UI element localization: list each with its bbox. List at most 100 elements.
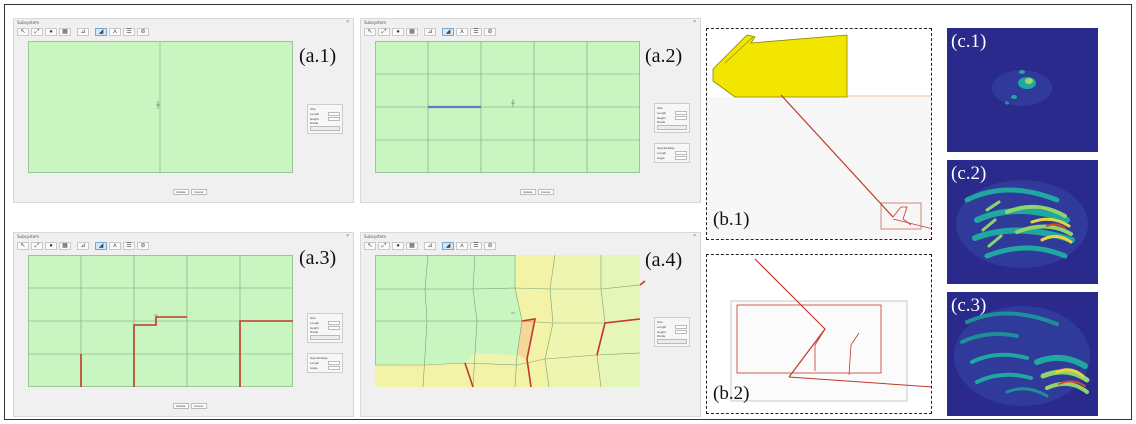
zoom-fit-icon[interactable]: ⤢ <box>31 28 43 36</box>
layers-icon[interactable]: ☰ <box>470 28 482 36</box>
close-icon[interactable]: × <box>693 233 696 239</box>
close-icon[interactable]: × <box>693 19 696 25</box>
edge-angle-label: Angle <box>657 155 665 160</box>
pointer-icon[interactable]: ↖ <box>17 28 29 36</box>
divide-button[interactable] <box>310 126 340 131</box>
field-heatmap <box>947 292 1098 416</box>
update-button[interactable]: Update <box>172 189 189 195</box>
zoom-fit-icon[interactable]: ⤢ <box>378 242 390 250</box>
pointer-icon[interactable]: ↖ <box>364 28 376 36</box>
cancel-button[interactable]: Cancel <box>190 403 207 409</box>
length-input[interactable] <box>675 110 687 115</box>
material-icon[interactable]: ● <box>392 242 404 250</box>
edge-angle-input[interactable] <box>675 155 687 160</box>
material-icon[interactable]: ● <box>45 28 57 36</box>
window-title: Subsystem <box>17 234 40 239</box>
divide-button[interactable] <box>310 335 340 340</box>
panel-label: (a.4) <box>645 249 683 271</box>
link-icon[interactable]: ⊘ <box>484 242 496 250</box>
special-edge-panel: Special Edge Length Angle <box>654 143 690 163</box>
field-map-c3: (c.3) <box>947 292 1098 416</box>
link-icon[interactable]: ⊘ <box>484 28 496 36</box>
mesh-icon[interactable]: ◢ <box>442 28 454 36</box>
update-button[interactable]: Update <box>519 189 536 195</box>
link-icon[interactable]: ⊘ <box>137 28 149 36</box>
pointer-icon[interactable]: ↖ <box>364 242 376 250</box>
field-map-c2: (c.2) <box>947 160 1098 284</box>
measure-icon[interactable]: ⊿ <box>77 242 89 250</box>
tool-contact-view-b1: (b.1) <box>706 28 932 240</box>
divide-button[interactable] <box>657 339 687 344</box>
zoom-fit-icon[interactable]: ⤢ <box>378 28 390 36</box>
grid-icon[interactable]: ▦ <box>406 28 418 36</box>
height-input[interactable] <box>675 329 687 334</box>
measure-icon[interactable]: ⊿ <box>424 242 436 250</box>
pointer-icon[interactable]: ↖ <box>17 242 29 250</box>
mesh-icon[interactable]: ◢ <box>442 242 454 250</box>
zoom-fit-icon[interactable]: ⤢ <box>31 242 43 250</box>
height-input[interactable] <box>328 116 340 121</box>
panel-label: (a.3) <box>299 247 337 269</box>
toolbar: ↖ ⤢ ● ▦ ⊿ ◢ ⋏ ☰ ⊘ <box>364 242 496 251</box>
toolbar: ↖ ⤢ ● ▦ ⊿ ◢ ⋏ ☰ ⊘ <box>17 242 149 251</box>
mesh-icon[interactable]: ◢ <box>95 28 107 36</box>
material-icon[interactable]: ● <box>392 28 404 36</box>
mesh-editor-window-a3: Subsystem × ↖ ⤢ ● ▦ ⊿ ◢ ⋏ ☰ ⊘ Size Length Height… <box>13 232 354 417</box>
window-title: Subsystem <box>364 20 387 25</box>
link-icon[interactable]: ⊘ <box>137 242 149 250</box>
size-panel-title: Size <box>657 320 663 324</box>
mesh-lines <box>375 41 640 173</box>
height-label: Height <box>657 329 666 334</box>
divide-button[interactable] <box>657 125 687 130</box>
height-label: Height <box>310 325 319 330</box>
mesh-canvas[interactable] <box>28 41 293 173</box>
edge-angle-label: Angle <box>310 365 318 370</box>
mesh-lines <box>156 41 161 173</box>
length-label: Length <box>657 324 667 329</box>
dialog-buttons: Update Cancel <box>172 189 207 195</box>
update-button[interactable]: Update <box>172 403 189 409</box>
layers-icon[interactable]: ☰ <box>470 242 482 250</box>
grid-icon[interactable]: ▦ <box>59 28 71 36</box>
split-icon[interactable]: ⋏ <box>109 28 121 36</box>
zoom-detail-drawing <box>730 258 931 402</box>
crack-line <box>780 94 894 218</box>
height-label: Height <box>310 116 319 121</box>
measure-icon[interactable]: ⊿ <box>424 28 436 36</box>
split-icon[interactable]: ⋏ <box>109 242 121 250</box>
height-input[interactable] <box>675 115 687 120</box>
split-icon[interactable]: ⋏ <box>456 28 468 36</box>
yellow-element <box>545 255 601 387</box>
length-input[interactable] <box>675 324 687 329</box>
cancel-button[interactable]: Cancel <box>537 189 554 195</box>
panel-label: (a.2) <box>645 45 683 67</box>
grid-icon[interactable]: ▦ <box>59 242 71 250</box>
layers-icon[interactable]: ☰ <box>123 242 135 250</box>
close-icon[interactable]: × <box>346 19 349 25</box>
window-title: Subsystem <box>17 20 40 25</box>
split-icon[interactable]: ⋏ <box>456 242 468 250</box>
dialog-buttons: Update Cancel <box>172 403 207 409</box>
grid-icon[interactable]: ▦ <box>406 242 418 250</box>
size-panel-title: Size <box>657 106 663 110</box>
size-panel-title: Size <box>310 107 316 111</box>
length-input[interactable] <box>328 320 340 325</box>
crack-path <box>239 320 293 387</box>
cancel-button[interactable]: Cancel <box>190 189 207 195</box>
layers-icon[interactable]: ☰ <box>123 28 135 36</box>
panel-label: (b.2) <box>713 383 750 404</box>
edge-length-input[interactable] <box>328 360 340 365</box>
mesh-icon[interactable]: ◢ <box>95 242 107 250</box>
edge-angle-input[interactable] <box>328 365 340 370</box>
edge-length-input[interactable] <box>675 150 687 155</box>
special-edge-title: Special Edge <box>657 146 675 150</box>
panel-label: (b.1) <box>713 209 750 230</box>
close-icon[interactable]: × <box>346 233 349 239</box>
size-panel: Size Length Height Divide <box>654 317 690 347</box>
size-panel: Size Length Height Divide <box>654 103 690 133</box>
material-icon[interactable]: ● <box>45 242 57 250</box>
height-input[interactable] <box>328 325 340 330</box>
length-input[interactable] <box>328 111 340 116</box>
divide-title: Divide <box>310 121 319 125</box>
measure-icon[interactable]: ⊿ <box>77 28 89 36</box>
